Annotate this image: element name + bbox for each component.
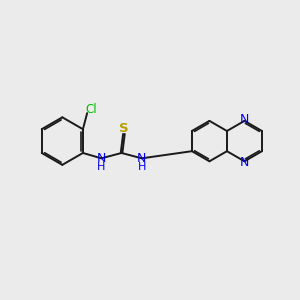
Text: H: H [138, 162, 146, 172]
Text: Cl: Cl [85, 103, 97, 116]
Text: H: H [97, 162, 106, 172]
Text: S: S [119, 122, 129, 134]
Text: N: N [240, 113, 249, 126]
Text: N: N [240, 156, 249, 169]
Text: N: N [97, 152, 106, 165]
Text: N: N [137, 152, 146, 165]
